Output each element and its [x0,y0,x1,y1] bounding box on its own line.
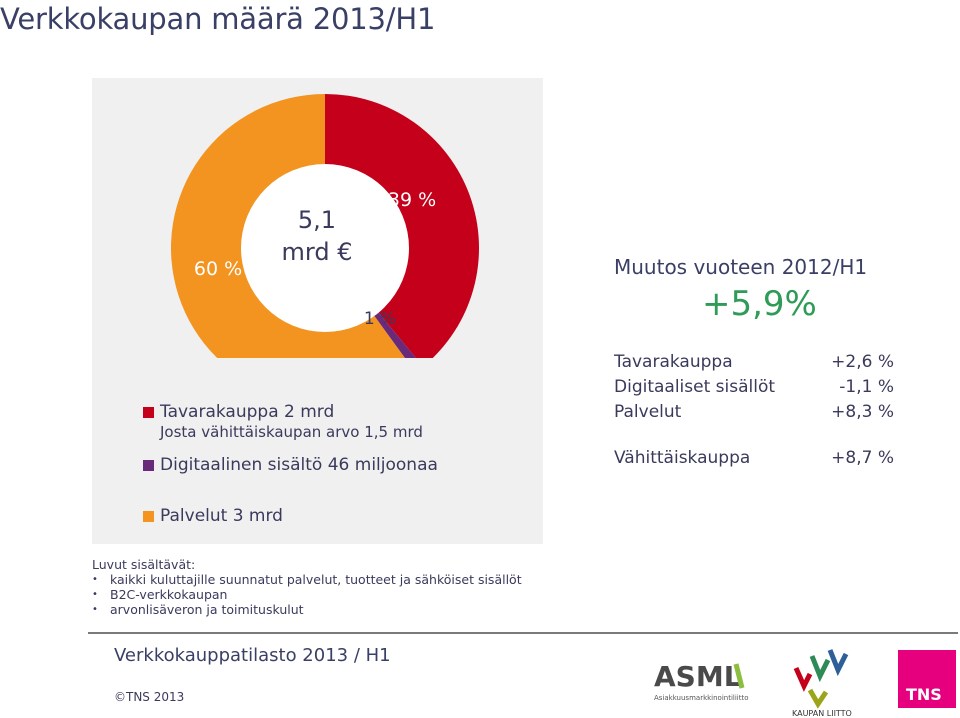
change-value-tavarakauppa: +2,6 % [831,352,894,372]
change-value-vahittaiskauppa: +8,7 % [831,448,894,468]
legend-swatch-tavarakauppa [143,406,154,418]
center-value-label: 5,1 [298,206,336,234]
legend-swatch-palvelut [143,510,154,522]
asml-logo: ASML Asiakkuusmarkkinointiliitto [654,660,749,702]
changes-title: Muutos vuoteen 2012/H1 [614,255,868,279]
donut-chart: 5,1 mrd € 60 % 39 % 1 % [171,94,479,358]
slice-label-digitaalinen: 1 % [364,309,396,329]
change-label-tavarakauppa: Tavarakauppa [614,352,733,372]
kaupan-liitto-mark-blue [827,649,849,677]
asml-logo-text: ASML [654,660,742,693]
legend-label-digitaalinen: Digitaalinen sisältö 46 miljoonaa [160,455,438,475]
kaupan-liitto-mark-olive [807,688,829,709]
change-label-palvelut: Palvelut [614,402,682,422]
kaupan-liitto-mark-red [793,666,813,692]
change-label-vahittaiskauppa: Vähittäiskauppa [614,448,751,468]
legend-sublabel-vahittaiskauppa: Josta vähittäiskaupan arvo 1,5 mrd [160,423,423,441]
legend-label-tavarakauppa: Tavarakauppa 2 mrd [160,402,335,422]
legend-label-palvelut: Palvelut 3 mrd [160,506,283,526]
kaupan-liitto-mark-green [809,655,831,683]
center-unit-label: mrd € [282,238,353,266]
kaupan-liitto-logo: KAUPAN LIITTO [792,649,852,718]
notes-heading: Luvut sisältävät: [92,557,196,572]
notes-list: kaikki kuluttajille suunnatut palvelut, … [92,572,522,617]
notes-item: arvonlisäveron ja toimituskulut [92,602,522,617]
change-value-palvelut: +8,3 % [831,402,894,422]
donut-hole [241,164,409,332]
slice-label-tavarakauppa: 39 % [388,189,436,211]
slice-label-palvelut: 60 % [194,258,242,280]
footer-title: Verkkokauppatilasto 2013 / H1 [114,645,391,666]
asml-accent-mark [733,663,745,689]
footer-divider [88,632,958,634]
change-label-digitaaliset: Digitaaliset sisällöt [614,377,776,397]
notes-item: B2C-verkkokaupan [92,587,522,602]
legend-item-palvelut: Palvelut 3 mrd [143,506,283,526]
notes-item: kaikki kuluttajille suunnatut palvelut, … [92,572,522,587]
change-value-digitaaliset: -1,1 % [839,377,894,397]
legend-item-digitaalinen: Digitaalinen sisältö 46 miljoonaa [143,455,438,475]
legend-item-tavarakauppa: Tavarakauppa 2 mrd [143,402,334,422]
copyright-text: ©TNS 2013 [114,690,185,704]
asml-logo-subtitle: Asiakkuusmarkkinointiliitto [654,694,749,702]
tns-logo-mark: TNS [906,685,942,704]
changes-total: +5,9% [702,284,817,324]
legend-swatch-digitaalinen [143,459,154,471]
tns-logo: TNS [898,650,956,708]
page-title: Verkkokaupan määrä 2013/H1 [0,2,436,36]
tns-logo-text: TNS [906,685,942,704]
kaupan-liitto-text: KAUPAN LIITTO [792,709,852,718]
